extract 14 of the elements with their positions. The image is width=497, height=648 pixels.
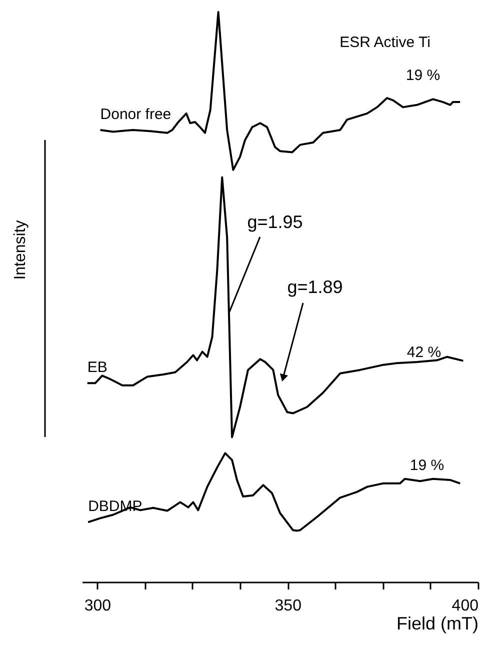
series-label: EB bbox=[87, 359, 108, 376]
x-axis-title: Field (mT) bbox=[396, 614, 478, 634]
series-label: DBDMP bbox=[88, 498, 142, 516]
annotation: 19 % bbox=[406, 67, 440, 84]
x-tick-label: 350 bbox=[274, 598, 302, 614]
y-axis-title: Intensity bbox=[12, 220, 29, 280]
annotation: ESR Active Ti bbox=[340, 34, 430, 51]
series-label: Donor free bbox=[100, 106, 172, 123]
annotation: g=1.89 bbox=[287, 276, 343, 297]
annotation: 19 % bbox=[410, 457, 444, 474]
x-tick-label: 300 bbox=[84, 598, 112, 614]
annotation: 42 % bbox=[406, 344, 442, 361]
annotation: g=1.95 bbox=[247, 212, 303, 232]
x-tick-label: 400 bbox=[452, 598, 479, 614]
